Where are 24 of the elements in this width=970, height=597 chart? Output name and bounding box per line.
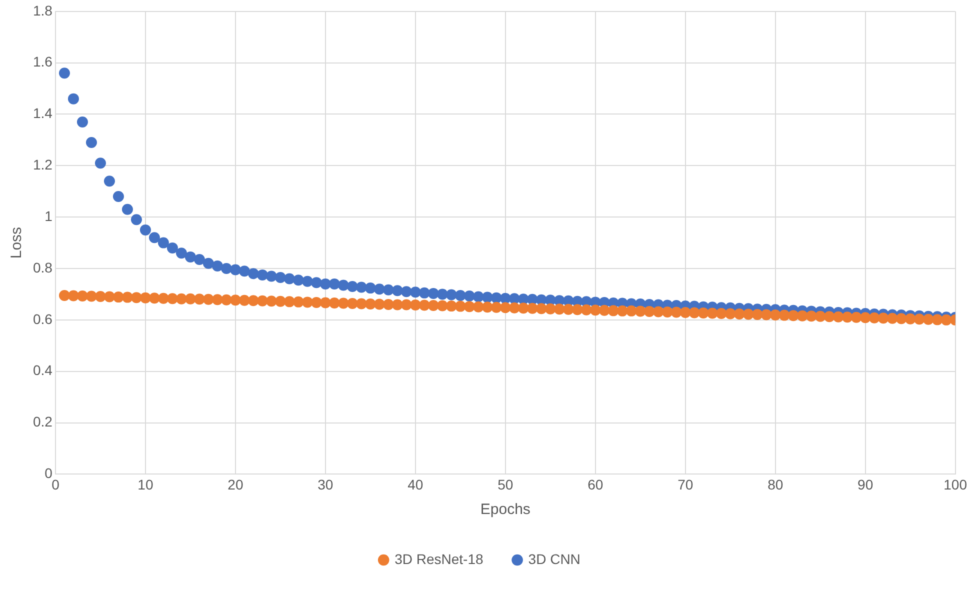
y-tick-label: 1 bbox=[44, 208, 53, 224]
y-tick-label: 0 bbox=[44, 465, 53, 482]
legend-label: 3D ResNet-18 bbox=[394, 550, 484, 567]
x-tick-label: 20 bbox=[228, 476, 244, 492]
x-tick-label: 40 bbox=[408, 476, 424, 492]
x-tick-label: 50 bbox=[498, 476, 514, 492]
x-tick-label: 70 bbox=[678, 476, 694, 492]
legend-label: 3D CNN bbox=[528, 550, 580, 567]
x-tick-label: 60 bbox=[588, 476, 604, 492]
y-tick-label: 0.8 bbox=[32, 259, 53, 276]
y-tick-label: 0.2 bbox=[32, 414, 53, 430]
x-tick-label: 90 bbox=[858, 476, 874, 492]
y-tick-label: 0.6 bbox=[32, 310, 53, 327]
x-tick-label: 30 bbox=[318, 476, 334, 492]
y-tick-label: 0.4 bbox=[32, 362, 53, 378]
x-tick-label: 10 bbox=[138, 476, 154, 492]
y-tick-label: 1.6 bbox=[32, 54, 53, 70]
y-tick-label: 1.4 bbox=[32, 105, 53, 122]
x-tick-label: 80 bbox=[768, 476, 784, 492]
y-tick-label: 1.2 bbox=[32, 156, 53, 173]
x-tick-label: 100 bbox=[944, 476, 968, 492]
y-axis-title: Loss bbox=[8, 226, 26, 259]
x-axis-title: Epochs bbox=[480, 501, 530, 518]
y-tick-label: 1.8 bbox=[32, 2, 53, 18]
